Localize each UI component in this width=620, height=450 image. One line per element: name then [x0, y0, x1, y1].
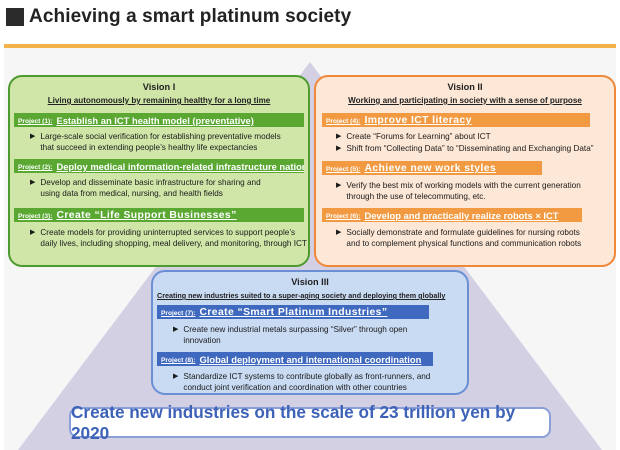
vision-2-heading: Vision II: [447, 82, 483, 92]
title-row: Achieving a smart platinum society: [6, 4, 351, 30]
project-7-bar: Project (7): Create “Smart Platinum Indu…: [157, 305, 429, 319]
project-8-bar: Project (8): Global deployment and inter…: [157, 352, 433, 366]
project-6-number: Project (6):: [326, 213, 361, 220]
vision-2-box: Vision II Working and participating in s…: [314, 75, 616, 267]
vision-1-box: Vision I Living autonomously by remainin…: [8, 75, 310, 267]
bullet-arrow-icon: ▶: [30, 179, 36, 186]
project-8-name: Global deployment and international coor…: [199, 354, 422, 365]
project-3-name: Create “Life Support Businesses”: [56, 210, 237, 221]
project-1-bar: Project (1): Establish an ICT health mod…: [14, 113, 304, 127]
project-3-bullet: ▶ Create models for providing uninterrup…: [30, 228, 307, 249]
project-7-number: Project (7):: [161, 310, 196, 317]
bullet-arrow-icon: ▶: [30, 133, 36, 140]
vision-2-subtitle: Working and participating in society wit…: [348, 96, 582, 105]
vision-3-box: Vision III Creating new industries suite…: [151, 270, 469, 395]
project-8-bullet: ▶ Standardize ICT systems to contribute …: [173, 372, 431, 393]
bullet-arrow-icon: ▶: [173, 326, 179, 333]
bullet-arrow-icon: ▶: [336, 133, 342, 140]
bullet-arrow-icon: ▶: [336, 145, 342, 152]
project-7-name: Create “Smart Platinum Industries”: [199, 307, 388, 318]
project-1-name: Establish an ICT health model (preventat…: [56, 115, 254, 126]
project-4-bullet-1: ▶ Create “Forums for Learning” about ICT: [336, 132, 491, 141]
project-2-bar: Project (2): Deploy medical information-…: [14, 159, 304, 173]
project-3-number: Project (3):: [18, 213, 53, 220]
vision-1-subtitle: Living autonomously by remaining healthy…: [47, 96, 271, 105]
bullet-arrow-icon: ▶: [173, 373, 179, 380]
bullet-arrow-icon: ▶: [30, 229, 36, 236]
project-8-number: Project (8):: [161, 357, 196, 364]
vision-3-subtitle: Creating new industries suited to a supe…: [157, 291, 446, 300]
bullet-arrow-icon: ▶: [336, 182, 342, 189]
project-5-number: Project (5):: [326, 166, 361, 173]
bullet-arrow-icon: ▶: [336, 229, 342, 236]
project-3-bar: Project (3): Create “Life Support Busine…: [14, 208, 304, 222]
project-1-bullet: ▶ Large-scale social verification for es…: [30, 132, 281, 153]
project-2-number: Project (2):: [18, 164, 53, 171]
project-5-name: Achieve new work styles: [364, 163, 497, 174]
title-square-icon: [6, 8, 24, 26]
project-5-bar: Project (5): Achieve new work styles: [322, 161, 542, 175]
project-2-name: Deploy medical information-related infra…: [56, 161, 304, 172]
project-1-number: Project (1):: [18, 118, 53, 125]
project-4-bar: Project (4): Improve ICT literacy: [322, 113, 590, 127]
project-6-bullet: ▶ Socially demonstrate and formulate gui…: [336, 228, 582, 249]
project-4-number: Project (4):: [326, 118, 361, 125]
project-4-name: Improve ICT literacy: [364, 115, 472, 126]
project-7-bullet: ▶ Create new industrial metals surpassin…: [173, 325, 408, 346]
project-4-bullet-2: ▶ Shift from “Collecting Data” to “Disse…: [336, 144, 594, 153]
project-2-bullet: ▶ Develop and disseminate basic infrastr…: [30, 178, 261, 199]
project-6-name: Develop and practically realize robots ×…: [364, 210, 559, 221]
goal-banner: Create new industries on the scale of 23…: [69, 402, 551, 443]
page-title: Achieving a smart platinum society: [29, 6, 352, 27]
vision-3-heading: Vision III: [291, 277, 329, 287]
vision-1-heading: Vision I: [142, 82, 176, 92]
project-6-bar: Project (6): Develop and practically rea…: [322, 208, 582, 222]
project-5-bullet: ▶ Verify the best mix of working models …: [336, 181, 581, 202]
